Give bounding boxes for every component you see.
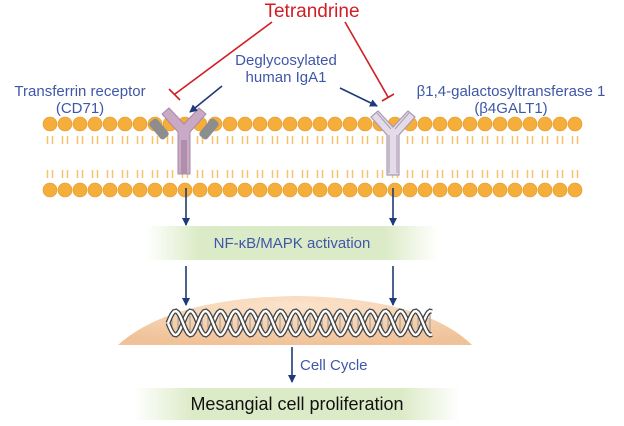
ligand-arrows	[189, 85, 378, 113]
inhibition-lines	[168, 21, 395, 102]
signal-arrows	[182, 188, 397, 383]
dna-helix-icon	[165, 308, 433, 338]
cell-membrane	[42, 116, 583, 198]
receptor-left-line1: Transferrin receptor	[14, 83, 146, 100]
ligand-label: Deglycosylated human IgA1	[206, 52, 366, 87]
process-label: Cell Cycle	[300, 357, 368, 374]
outcome-label-box: Mesangial cell proliferation	[134, 388, 460, 420]
drug-label: Tetrandrine	[264, 1, 360, 22]
receptor-right-line2: (β4GALT1)	[474, 100, 548, 118]
ligand-label-line2: human IgA1	[245, 69, 327, 87]
receptor-right-label: β1,4-galactosyltransferase 1 (β4GALT1)	[400, 83, 622, 118]
outcome-label: Mesangial cell proliferation	[190, 393, 404, 414]
transferrin-receptor-icon	[149, 107, 219, 175]
pathway-bar	[146, 226, 438, 260]
pathway-label-box: NF-κB/MAPK activation	[146, 226, 438, 260]
ligand-label-line1: Deglycosylated	[235, 52, 337, 69]
receptor-left-label: Transferrin receptor (CD71)	[0, 83, 160, 118]
outcome-bar	[134, 388, 460, 420]
galactosyltransferase-receptor-icon	[370, 110, 416, 176]
pathway-label: NF-κB/MAPK activation	[213, 234, 371, 252]
receptor-left-line2: (CD71)	[55, 100, 105, 118]
receptor-right-line1: β1,4-galactosyltransferase 1	[416, 83, 606, 100]
